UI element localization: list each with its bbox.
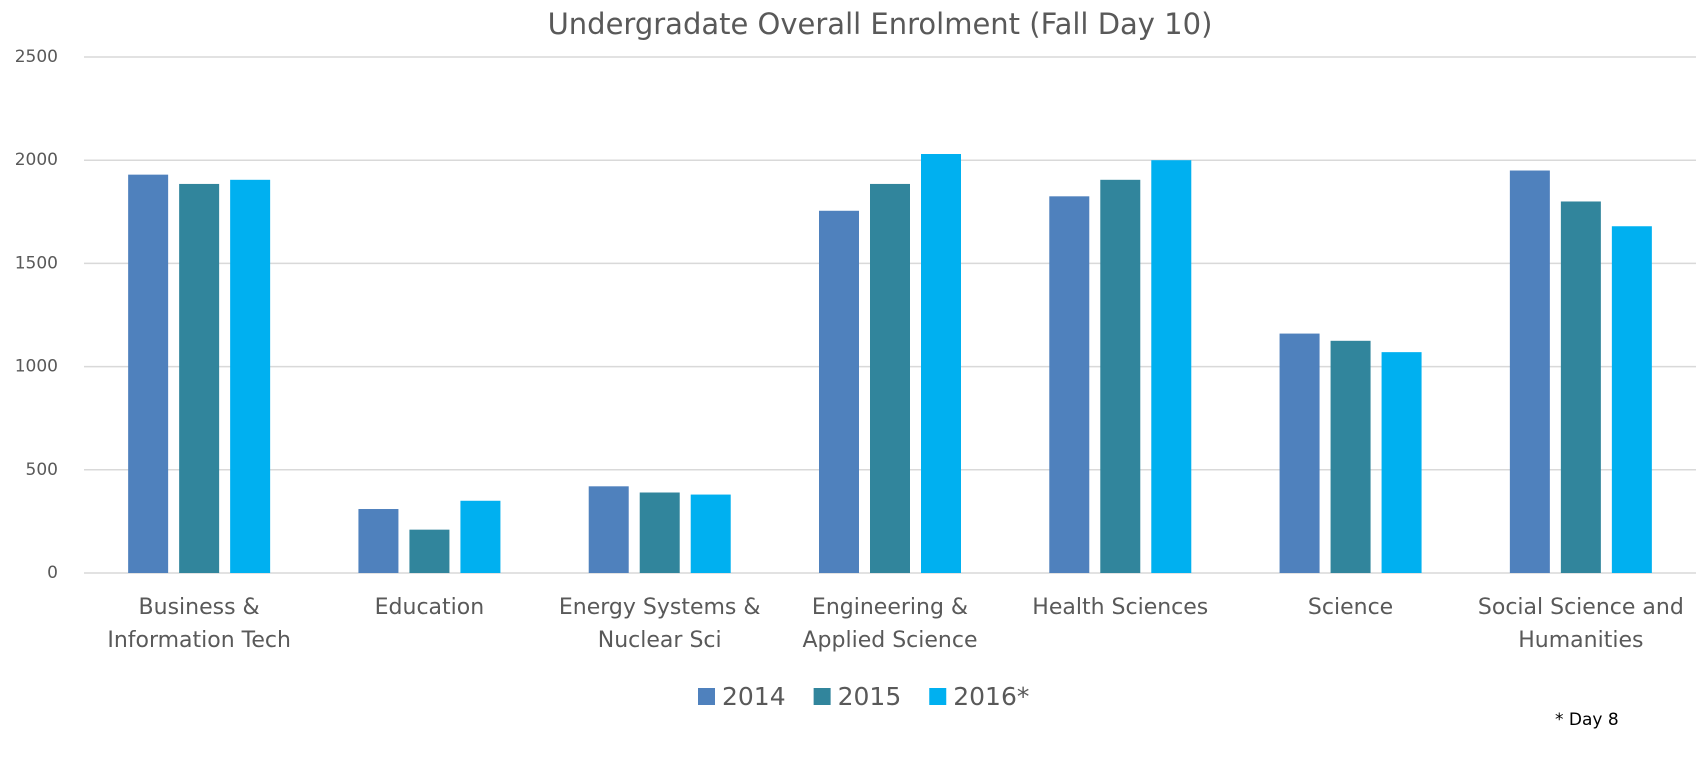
legend-swatch (813, 688, 831, 705)
bar (1100, 179, 1141, 574)
annotation: * Day 8 (1555, 710, 1619, 730)
bar (1560, 201, 1601, 574)
bar (1381, 352, 1422, 573)
bar (128, 174, 169, 573)
bar (690, 494, 731, 573)
x-tick-label: Business & Information Tech (107, 595, 291, 653)
bar (1509, 170, 1550, 573)
legend-label: 2016* (953, 682, 1029, 711)
y-tick-label: 1000 (15, 357, 58, 377)
x-tick-label: Energy Systems & Nuclear Sci (559, 595, 761, 653)
bar (1049, 196, 1090, 573)
x-tick-label: Health Sciences (1032, 595, 1208, 620)
bar (1611, 226, 1652, 574)
bar (639, 492, 680, 573)
legend-swatch (698, 688, 715, 705)
x-tick-label: Education (375, 595, 485, 620)
y-tick-label: 0 (47, 563, 58, 583)
bar (1151, 160, 1192, 573)
x-tick-label: Engineering & Applied Science (803, 595, 978, 653)
bar (179, 183, 220, 573)
bar (1279, 333, 1320, 573)
y-tick-label: 500 (26, 460, 58, 480)
bar (460, 500, 501, 573)
legend-swatch (929, 688, 947, 705)
y-tick-label: 2500 (15, 47, 58, 67)
bar (588, 486, 629, 573)
bar (230, 179, 271, 574)
y-tick-label: 2000 (15, 150, 58, 170)
legend-label: 2015 (838, 682, 902, 711)
bar (819, 210, 859, 573)
bar (358, 509, 399, 573)
bar (1330, 340, 1371, 573)
x-tick-label: Social Science and Humanities (1478, 595, 1684, 653)
bar (409, 529, 450, 573)
x-tick-label: Science (1308, 595, 1393, 620)
bar (870, 183, 910, 573)
bar (921, 154, 961, 573)
chart-title: Undergradate Overall Enrolment (Fall Day… (548, 7, 1213, 41)
legend-label: 2014 (722, 682, 786, 711)
y-tick-label: 1500 (15, 253, 58, 273)
